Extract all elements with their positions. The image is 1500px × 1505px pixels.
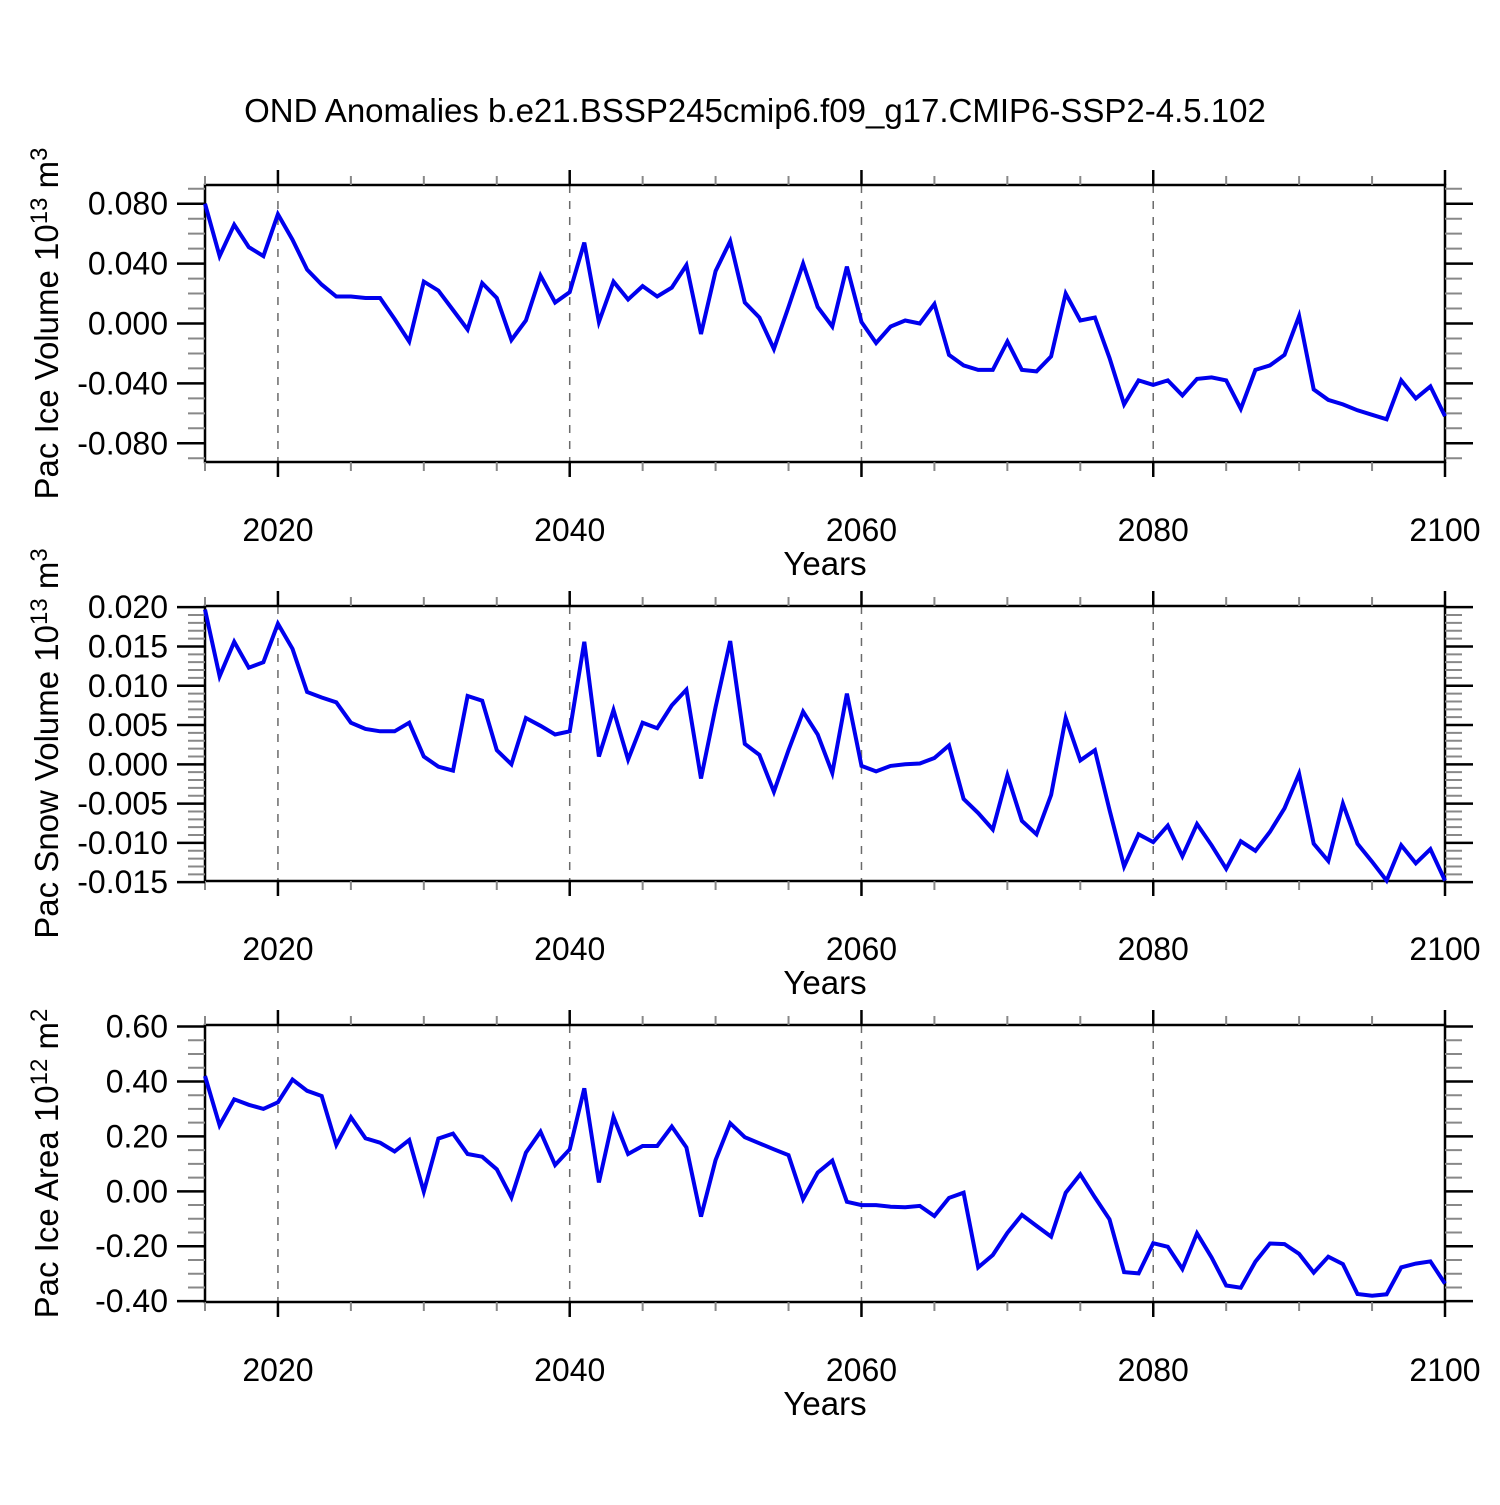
x-axis-title: Years: [783, 545, 866, 582]
y-tick-label: 0.000: [88, 306, 168, 342]
y-tick-label: -0.080: [77, 425, 168, 461]
x-tick-label: 2060: [826, 1352, 897, 1388]
panels-container: 2020 2040 2060 2080 2100 0.080 0.040 0.000 -0.04…: [26, 148, 1481, 1422]
y-tick-label: -0.005: [77, 786, 168, 822]
panel-pac-ice-volume: 2020 2040 2060 2080 2100 0.080 0.040 0.000 -0.04…: [26, 148, 1481, 582]
x-tick-label: 2100: [1409, 1352, 1480, 1388]
y-axis-title-pac-ice-volume: Pac Ice Volume 1013 m3: [26, 148, 65, 500]
y-tick-label: 0.005: [88, 707, 168, 743]
x-axis-title: Years: [783, 1385, 866, 1422]
y-axis-title-pac-ice-area: Pac Ice Area 1012 m2: [26, 1009, 65, 1319]
y-tick-label: 0.000: [88, 746, 168, 782]
y-tick-label: 0.010: [88, 668, 168, 704]
y-tick-label: 0.080: [88, 186, 168, 222]
x-tick-label: 2080: [1118, 931, 1189, 967]
x-tick-label: 2020: [242, 1352, 313, 1388]
x-tick-label: 2100: [1409, 931, 1480, 967]
x-tick-label: 2060: [826, 512, 897, 548]
x-tick-label: 2080: [1118, 512, 1189, 548]
y-tick-label: -0.040: [77, 365, 168, 401]
plot-frame: [203, 604, 1447, 883]
y-tick-label: -0.010: [77, 825, 168, 861]
y-tick-label: 0.60: [106, 1009, 168, 1045]
x-tick-label: 2020: [242, 512, 313, 548]
x-tick-label: 2040: [534, 1352, 605, 1388]
x-tick-label: 2040: [534, 512, 605, 548]
y-tick-label: -0.015: [77, 864, 168, 900]
y-tick-label: 0.40: [106, 1063, 168, 1099]
series-line-pac-ice-area: [203, 1075, 1447, 1298]
figure-title: OND Anomalies b.e21.BSSP245cmip6.f09_g17…: [244, 92, 1266, 129]
y-tick-label: 0.020: [88, 589, 168, 625]
y-axis-title-pac-snow-volume: Pac Snow Volume 1013 m3: [26, 548, 65, 938]
y-tick-label: -0.40: [95, 1283, 168, 1319]
y-tick-label: 0.00: [106, 1173, 168, 1209]
series-line-pac-snow-volume: [203, 609, 1447, 885]
series-line-pac-ice-volume: [203, 203, 1447, 422]
x-tick-label: 2020: [242, 931, 313, 967]
y-tick-label: 0.015: [88, 628, 168, 664]
panel-pac-ice-area: 2020 2040 2060 2080 2100 0.60 0.40 0.20 0.00 -0.2…: [26, 1009, 1481, 1422]
y-tick-label: 0.040: [88, 246, 168, 282]
x-tick-label: 2060: [826, 931, 897, 967]
x-axis-title: Years: [783, 964, 866, 1001]
y-tick-label: -0.20: [95, 1228, 168, 1264]
x-tick-label: 2040: [534, 931, 605, 967]
x-tick-label: 2080: [1118, 1352, 1189, 1388]
y-tick-label: 0.20: [106, 1118, 168, 1154]
x-tick-label: 2100: [1409, 512, 1480, 548]
